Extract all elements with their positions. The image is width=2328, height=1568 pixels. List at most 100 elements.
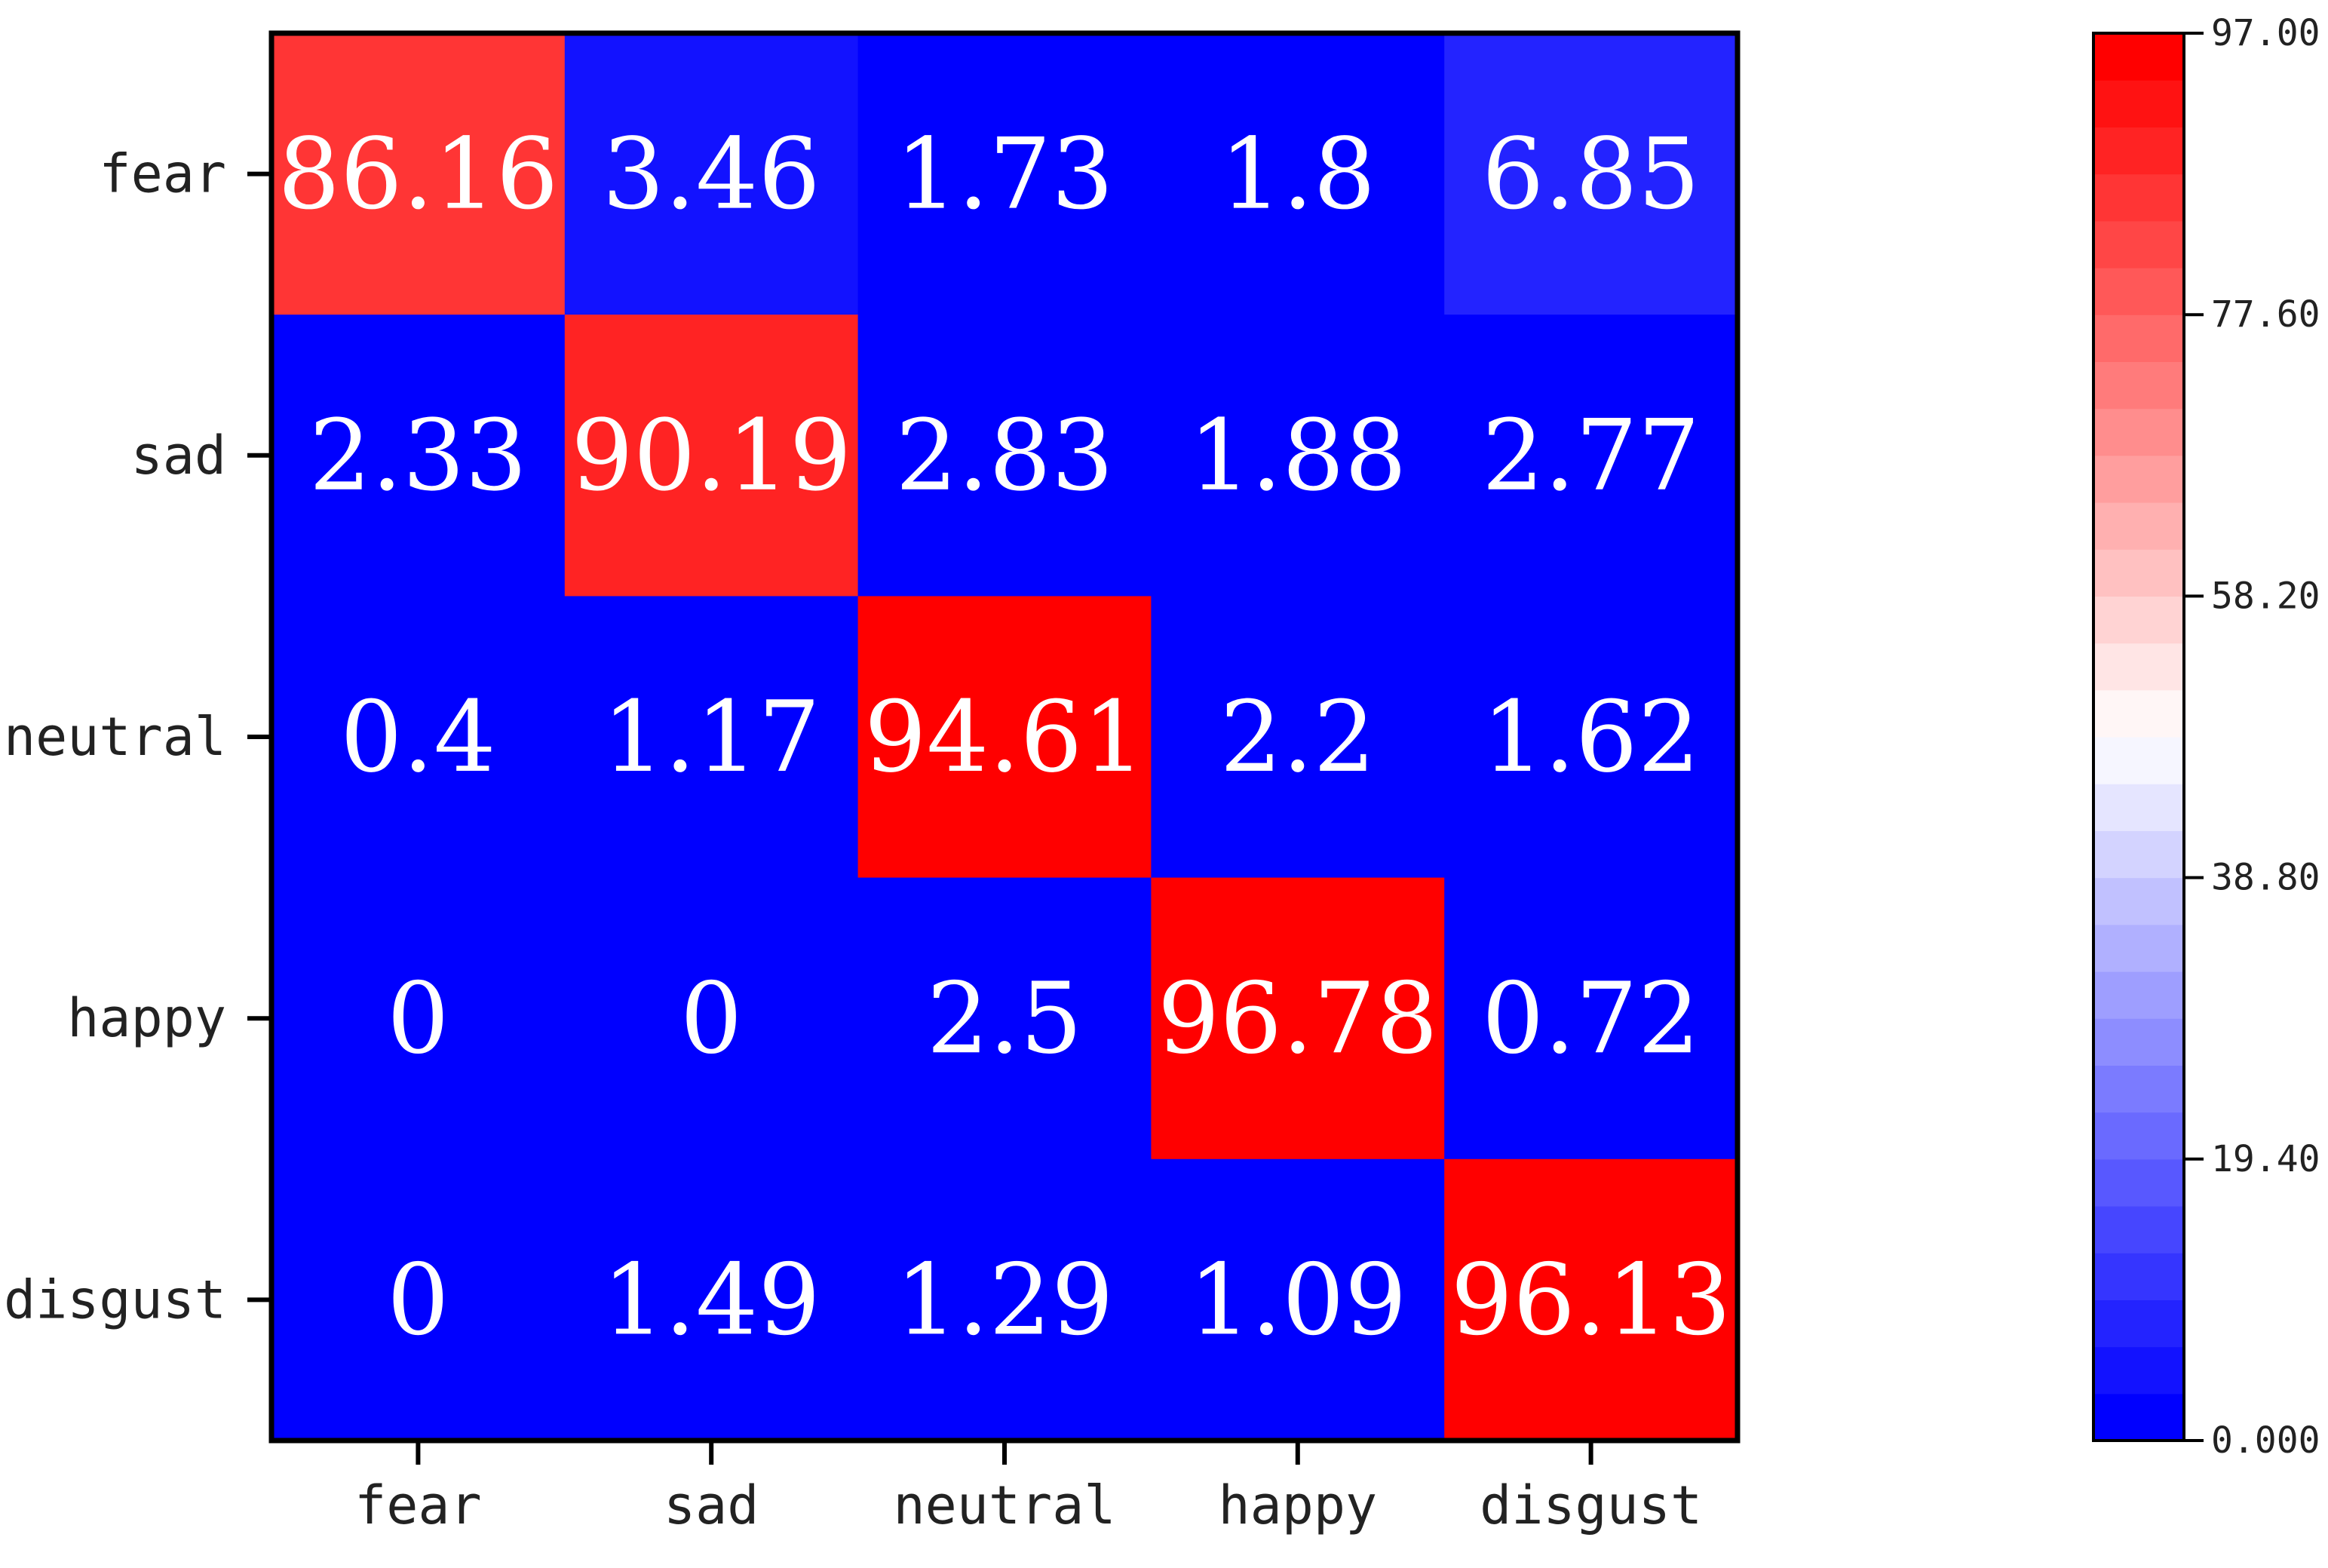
colorbar-segment [2093,1253,2184,1300]
colorbar-segment [2093,1065,2184,1113]
heatmap-cell-neutral-happy [1151,596,1445,879]
heatmap-cell-disgust-disgust [1444,1158,1738,1441]
heatmap-cell-happy-sad [564,877,859,1160]
cell-value-label: 1.62 [1482,680,1700,794]
y-tick-label-disgust: disgust [4,1269,226,1330]
heatmap-cell-neutral-disgust [1444,596,1738,879]
heatmap-cell-sad-sad [564,315,859,597]
colorbar-segment [2093,1112,2184,1160]
colorbar-segment [2093,877,2184,925]
heatmap-cell-disgust-happy [1151,1158,1445,1441]
cell-value-label: 1.17 [602,680,820,794]
x-tick-label-fear: fear [354,1474,482,1536]
cell-value-label: 2.33 [309,398,527,513]
cell-value-label: 0 [680,961,743,1076]
y-tick-label-neutral: neutral [4,706,226,768]
x-axis: fear sad neutral happy disgust [354,1441,1702,1536]
colorbar-segment [2093,643,2184,691]
colorbar-tick-label: 38.80 [2211,857,2320,899]
colorbar-segment [2093,596,2184,644]
heatmap-cell-fear-disgust [1444,33,1738,315]
heatmap-cell-fear-neutral [857,33,1152,315]
cell-value-label: 1.88 [1189,398,1406,513]
cell-value-label: 2.2 [1219,680,1376,794]
cell-value-label: 6.85 [1482,117,1700,232]
cell-value-label: 2.5 [927,961,1083,1076]
heatmap-cell-labels: 86.16 3.46 1.73 1.8 6.85 2.33 90.19 2.83 1.88 2.7… [278,117,1731,1358]
heatmap-cell-happy-disgust [1444,877,1738,1160]
cell-value-label: 0.4 [340,680,496,794]
y-axis: fear sad neutral happy disgust [4,143,271,1330]
colorbar-segment [2093,549,2184,597]
colorbar-tick-label: 0.000 [2211,1419,2320,1462]
cell-value-label: 1.29 [895,1242,1113,1357]
colorbar-segment [2093,1393,2184,1441]
cell-value-label: 94.61 [864,680,1145,794]
heatmap-cell-disgust-neutral [857,1158,1152,1441]
colorbar-segment [2093,1206,2184,1253]
x-tick-label-happy: happy [1218,1474,1377,1536]
heatmap-cell-happy-neutral [857,877,1152,1160]
heatmap-cell-happy-happy [1151,877,1445,1160]
colorbar-segment [2093,971,2184,1019]
colorbar-segment [2093,220,2184,268]
heatmap-cell-disgust-fear [271,1158,566,1441]
colorbar-segment [2093,689,2184,738]
cell-value-label: 90.19 [571,398,851,513]
colorbar-tick-label: 58.20 [2211,575,2320,617]
colorbar-segment [2093,33,2184,81]
colorbar-segment [2093,173,2184,222]
heatmap-cell-fear-sad [564,33,859,315]
cell-value-label: 1.73 [895,117,1113,232]
cell-value-label: 1.49 [602,1242,820,1357]
cell-value-label: 0.72 [1482,961,1700,1076]
x-tick-label-disgust: disgust [1480,1474,1702,1536]
colorbar-tick-label: 97.00 [2211,12,2320,54]
heatmap-cell-neutral-fear [271,596,566,879]
colorbar-segment [2093,268,2184,315]
y-tick-label-happy: happy [67,987,226,1049]
heatmap-cell-fear-fear [271,33,566,315]
cell-value-label: 3.46 [602,117,820,232]
cell-value-label: 96.13 [1451,1242,1731,1357]
heatmap-cell-sad-fear [271,315,566,597]
colorbar-segment [2093,1018,2184,1066]
x-tick-label-neutral: neutral [893,1474,1115,1536]
colorbar-frame [2092,32,2185,1442]
colorbar-segment [2093,80,2184,127]
colorbar-segment [2093,830,2184,879]
colorbar-segment [2093,455,2184,503]
colorbar-segment [2093,408,2184,456]
colorbar-tick-label: 77.60 [2211,293,2320,336]
cell-value-label: 1.09 [1189,1242,1406,1357]
colorbar-segment [2093,1300,2184,1348]
y-tick-label-fear: fear [99,143,226,205]
cell-value-label: 2.77 [1482,398,1700,513]
heatmap-cell-sad-happy [1151,315,1445,597]
colorbar-segment [2093,361,2184,410]
colorbar-segment [2093,784,2184,831]
cell-value-label: 0 [387,1242,449,1357]
heatmap-cell-neutral-sad [564,596,859,879]
cell-value-label: 0 [387,961,449,1076]
heatmap-cell-happy-fear [271,877,566,1160]
colorbar-segment [2093,127,2184,175]
x-tick-label-sad: sad [664,1474,759,1536]
heatmap-cell-sad-neutral [857,315,1152,597]
heatmap-cell-sad-disgust [1444,315,1738,597]
heatmap-cells [271,33,1738,1441]
colorbar-segment [2093,737,2184,784]
colorbar-segment [2093,924,2184,972]
cell-value-label: 2.83 [895,398,1113,513]
colorbar-tick-label: 19.40 [2211,1138,2320,1180]
heatmap-cell-fear-happy [1151,33,1445,315]
cell-value-label: 1.8 [1219,117,1376,232]
colorbar-segment [2093,502,2184,550]
cell-value-label: 86.16 [278,117,558,232]
colorbar: 0.000 19.40 38.80 58.20 77.60 97.00 [2092,12,2320,1462]
y-tick-label-sad: sad [131,425,226,486]
colorbar-segment [2093,315,2184,362]
cell-value-label: 96.78 [1158,961,1438,1076]
colorbar-segment [2093,1346,2184,1395]
